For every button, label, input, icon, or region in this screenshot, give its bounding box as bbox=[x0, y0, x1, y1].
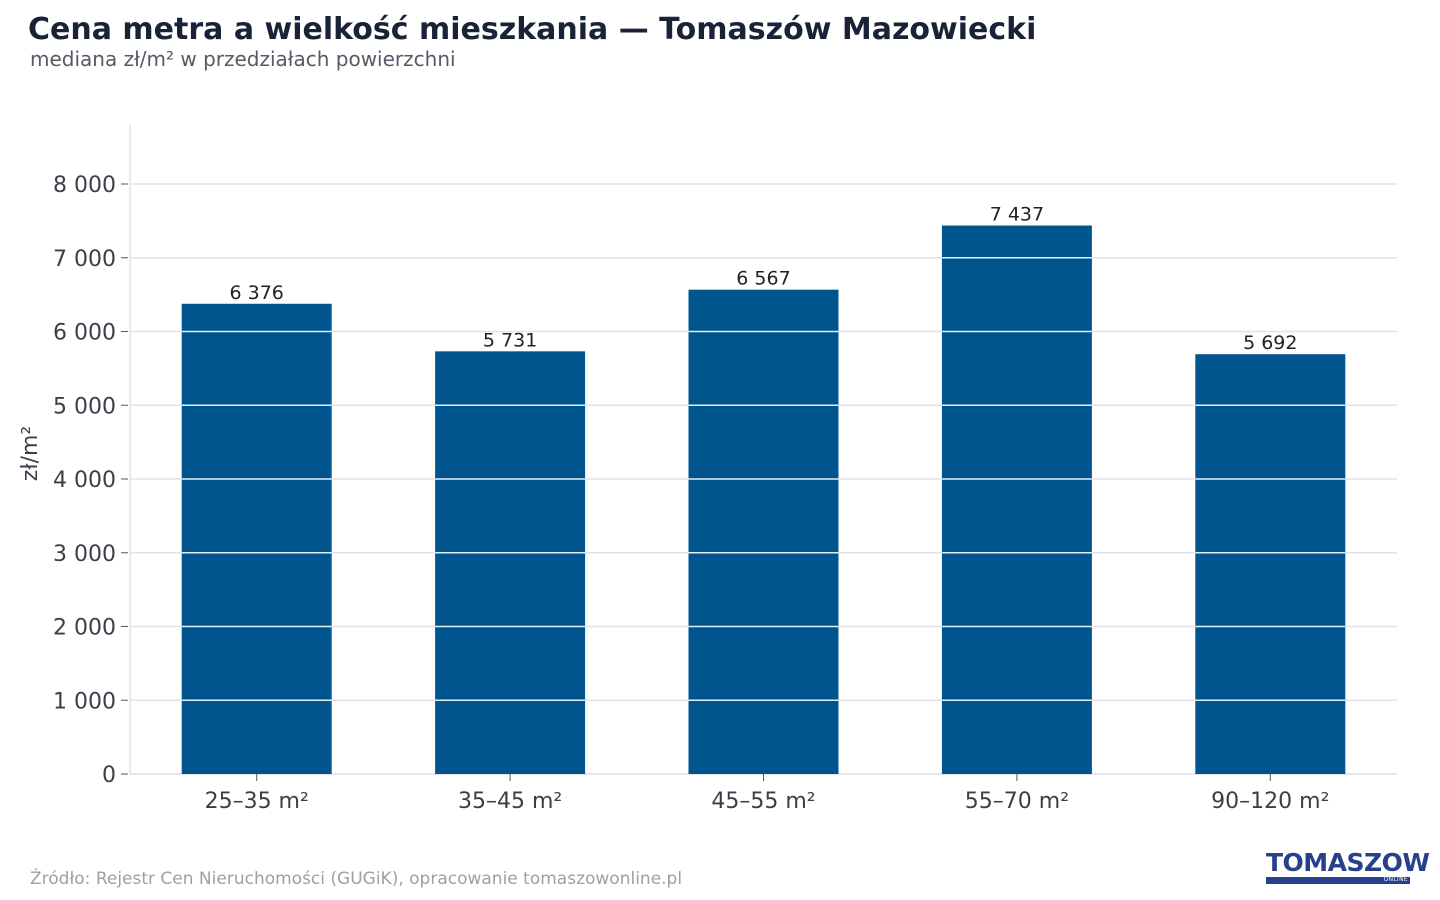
bar bbox=[1195, 354, 1346, 774]
bar bbox=[181, 303, 332, 774]
x-tick-label: 45–55 m² bbox=[711, 789, 815, 814]
y-tick-label: 7 000 bbox=[53, 247, 116, 272]
chart-subtitle: mediana zł/m² w przedziałach powierzchni bbox=[30, 47, 456, 71]
data-label: 6 567 bbox=[736, 268, 790, 290]
bar bbox=[435, 351, 586, 774]
x-tick-label: 90–120 m² bbox=[1211, 789, 1329, 814]
data-label: 5 692 bbox=[1243, 332, 1297, 354]
logo-wordmark: TOMASZOW bbox=[1266, 848, 1430, 877]
y-axis-label: zł/m² bbox=[18, 426, 43, 481]
data-label: 7 437 bbox=[990, 204, 1044, 226]
chart-title: Cena metra a wielkość mieszkania — Tomas… bbox=[28, 12, 1037, 47]
data-label: 5 731 bbox=[483, 329, 537, 351]
y-tick-label: 1 000 bbox=[53, 689, 116, 714]
source-note: Źródło: Rejestr Cen Nieruchomości (GUGiK… bbox=[30, 869, 683, 889]
y-tick-label: 6 000 bbox=[53, 321, 116, 346]
logo-bar: ONLINE bbox=[1266, 876, 1410, 884]
bar bbox=[941, 225, 1092, 775]
x-tick-label: 55–70 m² bbox=[965, 789, 1069, 814]
brand-logo: TOMASZOW ONLINE bbox=[1266, 848, 1430, 886]
y-tick-label: 8 000 bbox=[53, 173, 116, 198]
bar bbox=[688, 289, 839, 774]
y-tick-label: 3 000 bbox=[53, 542, 116, 567]
data-label: 6 376 bbox=[229, 282, 283, 304]
logo-subtext: ONLINE bbox=[1383, 876, 1408, 883]
y-tick-label: 4 000 bbox=[53, 468, 116, 493]
y-tick-label: 0 bbox=[102, 763, 116, 788]
y-tick-label: 2 000 bbox=[53, 616, 116, 641]
x-tick-label: 35–45 m² bbox=[458, 789, 562, 814]
y-tick-label: 5 000 bbox=[53, 394, 116, 419]
x-tick-label: 25–35 m² bbox=[205, 789, 309, 814]
